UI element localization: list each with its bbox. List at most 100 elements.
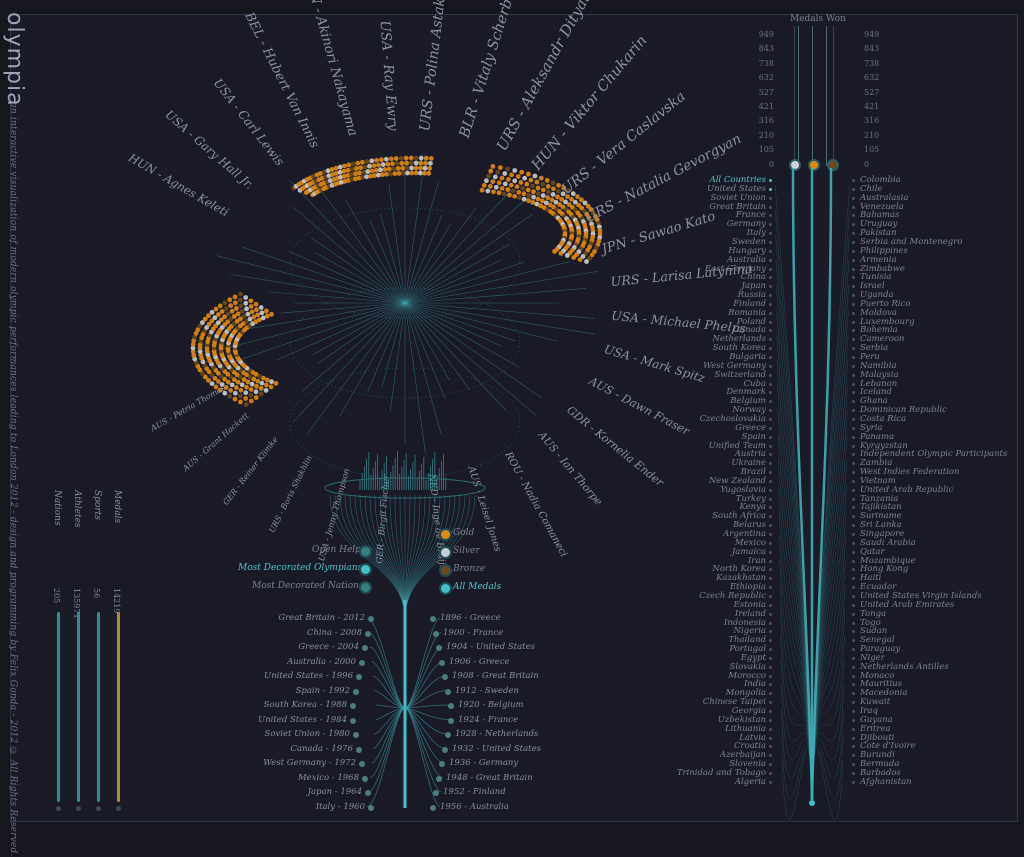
- country-item[interactable]: Ecuador: [860, 582, 897, 593]
- country-item[interactable]: Bermuda: [860, 759, 900, 770]
- game-item[interactable]: 1932 - United States: [452, 743, 541, 754]
- bronze-filter-label[interactable]: Bronze: [453, 564, 486, 574]
- country-dot[interactable]: [852, 754, 855, 758]
- country-dot[interactable]: [769, 373, 772, 377]
- country-dot[interactable]: [769, 347, 772, 351]
- country-dot[interactable]: [852, 453, 855, 457]
- game-dot[interactable]: [362, 645, 368, 651]
- country-item[interactable]: Ghana: [860, 396, 888, 407]
- country-dot[interactable]: [852, 727, 855, 731]
- open-help-toggle[interactable]: [359, 545, 372, 558]
- country-dot[interactable]: [769, 240, 772, 244]
- country-dot[interactable]: [769, 409, 772, 413]
- country-item[interactable]: Austria: [734, 449, 766, 460]
- country-item[interactable]: Slovenia: [729, 759, 766, 770]
- country-item[interactable]: Guyana: [860, 714, 893, 725]
- country-item[interactable]: Zimbabwe: [860, 263, 905, 274]
- country-dot[interactable]: [852, 665, 855, 669]
- country-dot[interactable]: [852, 179, 855, 182]
- game-dot[interactable]: [368, 804, 374, 811]
- country-item[interactable]: Brazil: [740, 467, 766, 478]
- country-item[interactable]: Moldova: [860, 307, 897, 318]
- country-item[interactable]: Australasia: [860, 192, 909, 203]
- country-dot[interactable]: [852, 267, 855, 271]
- country-dot[interactable]: [852, 294, 855, 298]
- country-item[interactable]: Ukraine: [731, 458, 766, 469]
- country-dot[interactable]: [852, 612, 855, 616]
- country-item[interactable]: Venezuela: [860, 201, 904, 212]
- country-item[interactable]: Slovakia: [729, 661, 766, 672]
- country-item[interactable]: Azerbaijan: [719, 750, 766, 761]
- country-dot[interactable]: [769, 506, 772, 510]
- country-dot[interactable]: [852, 417, 855, 421]
- country-dot[interactable]: [769, 471, 772, 475]
- country-item[interactable]: Georgia: [731, 706, 766, 716]
- country-item[interactable]: Spain: [741, 431, 766, 442]
- country-item[interactable]: Niger: [860, 652, 885, 663]
- country-dot[interactable]: [852, 577, 855, 581]
- country-item[interactable]: Trinidad and Tobago: [676, 767, 766, 778]
- game-dot[interactable]: [436, 775, 442, 782]
- country-dot[interactable]: [852, 249, 855, 253]
- country-dot[interactable]: [769, 497, 772, 501]
- country-item[interactable]: Sri Lanka: [860, 520, 902, 531]
- country-dot[interactable]: [852, 674, 855, 678]
- country-dot[interactable]: [852, 214, 855, 218]
- game-item[interactable]: 1906 - Greece: [449, 656, 510, 667]
- country-item[interactable]: Cuba: [743, 378, 767, 389]
- country-item[interactable]: Greece: [735, 422, 766, 433]
- country-item[interactable]: Estonia: [733, 599, 766, 610]
- country-dot[interactable]: [852, 479, 855, 483]
- country-item[interactable]: Thailand: [728, 635, 766, 646]
- country-item[interactable]: Belgium: [730, 396, 766, 407]
- country-item[interactable]: Togo: [860, 617, 881, 628]
- country-dot[interactable]: [769, 630, 772, 634]
- country-dot[interactable]: [852, 347, 855, 351]
- country-dot[interactable]: [852, 320, 855, 324]
- country-dot[interactable]: [769, 320, 772, 324]
- country-dot[interactable]: [852, 400, 855, 404]
- country-item[interactable]: Armenia: [860, 254, 897, 265]
- game-item[interactable]: United States - 1996: [264, 671, 353, 681]
- country-dot[interactable]: [852, 409, 855, 413]
- country-dot[interactable]: [852, 471, 855, 475]
- country-dot[interactable]: [769, 639, 772, 643]
- country-item[interactable]: Luxembourg: [860, 316, 915, 327]
- country-dot[interactable]: [852, 533, 855, 536]
- country-dot[interactable]: [852, 736, 855, 740]
- country-item[interactable]: West Germany: [703, 360, 766, 371]
- country-item[interactable]: Chinese Taipei: [702, 697, 766, 708]
- country-item[interactable]: United States Virgin Islands: [860, 590, 982, 601]
- country-dot[interactable]: [769, 356, 772, 359]
- country-dot[interactable]: [769, 479, 772, 483]
- bronze-medal-selector[interactable]: [827, 159, 839, 171]
- game-item[interactable]: 1896 - Greece: [440, 613, 501, 623]
- country-item[interactable]: Lithuania: [724, 723, 766, 734]
- game-item[interactable]: China - 2008: [306, 627, 362, 638]
- country-item[interactable]: Lebanon: [860, 378, 898, 389]
- all-medals-toggle[interactable]: [439, 582, 452, 595]
- game-dot[interactable]: [430, 804, 436, 811]
- country-dot[interactable]: [852, 780, 855, 784]
- country-item[interactable]: Indonesia: [723, 617, 766, 628]
- gold-filter-label[interactable]: Gold: [453, 528, 475, 538]
- country-dot[interactable]: [769, 524, 772, 528]
- country-item[interactable]: United States: [706, 183, 766, 194]
- country-item[interactable]: Pakistan: [860, 228, 897, 239]
- country-item[interactable]: Switzerland: [714, 369, 766, 380]
- country-item[interactable]: Belarus: [733, 520, 766, 531]
- country-item[interactable]: Iraq: [860, 706, 878, 716]
- game-item[interactable]: Australia - 2000: [287, 656, 356, 667]
- game-item[interactable]: Great Britain - 2012: [278, 613, 365, 623]
- country-dot[interactable]: [852, 364, 855, 368]
- country-dot[interactable]: [769, 692, 772, 696]
- game-dot[interactable]: [433, 790, 439, 796]
- country-item[interactable]: Mauritius: [860, 679, 902, 690]
- game-dot[interactable]: [439, 659, 445, 666]
- country-dot[interactable]: [769, 453, 772, 457]
- country-item[interactable]: Netherlands Antilles: [860, 661, 949, 672]
- open-help-link[interactable]: Open Help: [312, 545, 361, 555]
- game-item[interactable]: 1936 - Germany: [449, 758, 519, 768]
- country-item[interactable]: Independent Olympic Participants: [860, 449, 1008, 460]
- country-item[interactable]: Iceland: [860, 387, 892, 398]
